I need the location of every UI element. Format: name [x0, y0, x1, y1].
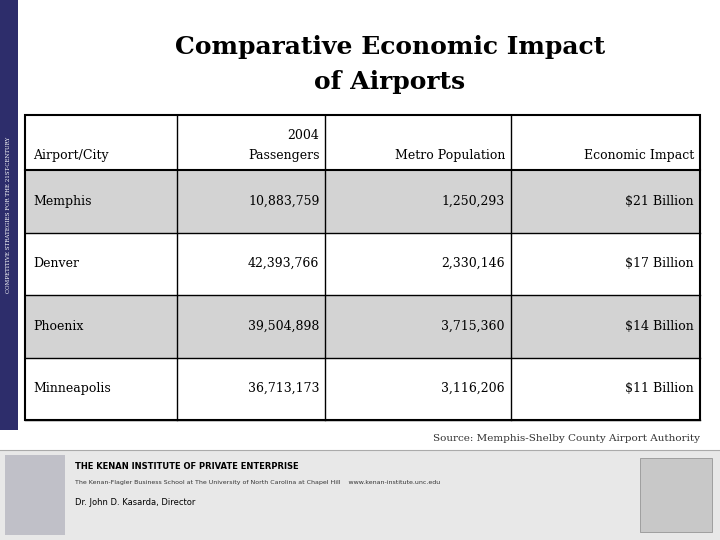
Text: Comparative Economic Impact: Comparative Economic Impact [175, 35, 605, 59]
Bar [25, 233, 700, 295]
Text: Dr. John D. Kasarda, Director: Dr. John D. Kasarda, Director [75, 498, 195, 507]
Bar [25, 357, 700, 420]
Bar [25, 170, 700, 233]
Text: 10,883,759: 10,883,759 [248, 195, 320, 208]
Bar [0, 0, 18, 430]
Bar [5, 455, 65, 535]
Text: of Airports: of Airports [315, 70, 466, 94]
Text: 36,713,173: 36,713,173 [248, 382, 320, 395]
Text: Metro Population: Metro Population [395, 149, 505, 162]
Bar [25, 115, 700, 170]
Bar [640, 458, 712, 532]
Text: 3,715,360: 3,715,360 [441, 320, 505, 333]
Text: Airport/City: Airport/City [33, 149, 109, 162]
Text: 1,250,293: 1,250,293 [442, 195, 505, 208]
Text: Phoenix: Phoenix [33, 320, 84, 333]
Text: Source: Memphis-Shelby County Airport Authority: Source: Memphis-Shelby County Airport Au… [433, 434, 700, 443]
Text: Passengers: Passengers [248, 149, 320, 162]
Bar [0, 450, 720, 540]
Text: 39,504,898: 39,504,898 [248, 320, 320, 333]
Text: COMPETITIVE STRATEGIES FOR THE 21ST-CENTURY: COMPETITIVE STRATEGIES FOR THE 21ST-CENT… [6, 137, 12, 293]
Text: $14 Billion: $14 Billion [625, 320, 694, 333]
Text: 42,393,766: 42,393,766 [248, 257, 320, 270]
Text: 3,116,206: 3,116,206 [441, 382, 505, 395]
Text: Minneapolis: Minneapolis [33, 382, 111, 395]
Text: $21 Billion: $21 Billion [626, 195, 694, 208]
Text: The Kenan-Flagler Business School at The University of North Carolina at Chapel : The Kenan-Flagler Business School at The… [75, 480, 440, 485]
Bar [25, 115, 700, 420]
Text: $11 Billion: $11 Billion [625, 382, 694, 395]
Text: THE KENAN INSTITUTE OF PRIVATE ENTERPRISE: THE KENAN INSTITUTE OF PRIVATE ENTERPRIS… [75, 462, 299, 471]
Text: Memphis: Memphis [33, 195, 91, 208]
Text: Economic Impact: Economic Impact [584, 149, 694, 162]
Bar [25, 295, 700, 357]
Text: Denver: Denver [33, 257, 79, 270]
Text: 2,330,146: 2,330,146 [441, 257, 505, 270]
Text: 2004: 2004 [287, 129, 320, 142]
Text: $17 Billion: $17 Billion [626, 257, 694, 270]
